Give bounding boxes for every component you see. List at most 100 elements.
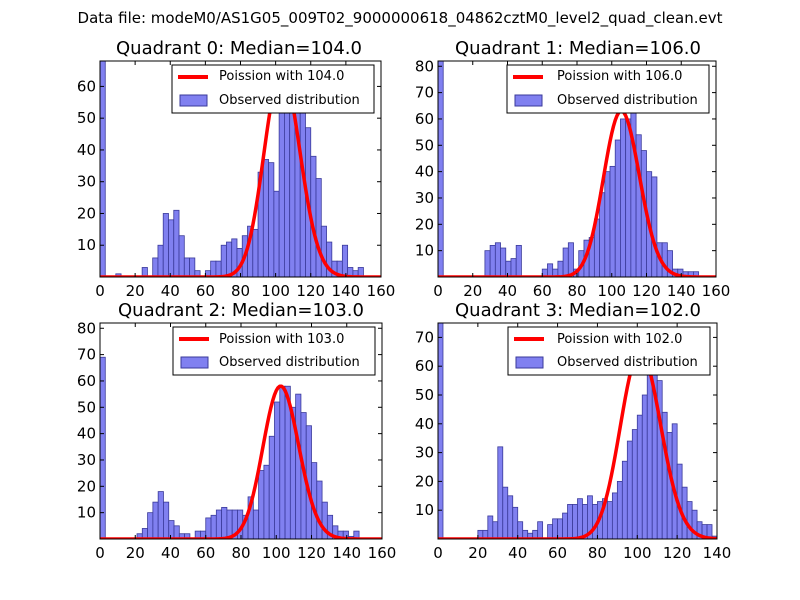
histogram-bar — [152, 501, 159, 539]
y-tick-label: 80 — [77, 319, 96, 337]
quadrant-3-plot-area — [438, 323, 717, 539]
histogram-bar — [631, 429, 638, 539]
x-tick-label: 0 — [433, 282, 443, 300]
histogram-bar — [157, 491, 164, 539]
x-tick-label: 40 — [161, 282, 180, 300]
x-tick-label: 20 — [468, 544, 487, 562]
axes-frame — [437, 322, 718, 540]
x-tick-label: 40 — [508, 544, 527, 562]
histogram-bar — [162, 213, 169, 277]
histogram-bar — [278, 108, 285, 277]
x-tick-label: 160 — [368, 544, 397, 562]
y-tick-label: 70 — [415, 328, 434, 346]
quadrant-2-title: Quadrant 2: Median=103.0 — [118, 300, 364, 321]
histogram-bar — [168, 520, 175, 539]
x-tick-label: 120 — [296, 282, 325, 300]
histogram-bar — [693, 271, 700, 277]
histogram-bar — [614, 139, 621, 277]
histogram-bar — [557, 518, 563, 539]
histogram-bar — [609, 165, 616, 277]
histogram-bar — [599, 192, 606, 277]
y-tick-label: 20 — [415, 215, 434, 233]
x-tick-label: 140 — [667, 282, 696, 300]
histogram-bar — [258, 470, 265, 539]
x-tick-label: 60 — [548, 544, 567, 562]
quadrant-1-legend-bars-label: Observed distribution — [557, 93, 698, 108]
histogram-bar — [100, 61, 106, 277]
histogram-bar — [484, 250, 491, 277]
histogram-bar — [686, 501, 693, 539]
legend — [171, 64, 375, 114]
histogram-bar — [577, 498, 583, 539]
histogram-bar — [620, 118, 627, 277]
histogram-bar — [341, 244, 349, 277]
y-tick-label: 30 — [415, 444, 434, 462]
y-tick-label: 30 — [77, 451, 96, 469]
histogram-bar — [147, 512, 154, 539]
histogram-bar — [157, 244, 164, 277]
legend-bar-swatch — [179, 94, 208, 107]
y-tick-label: 50 — [77, 398, 96, 416]
legend-bar-swatch — [180, 356, 209, 369]
histogram-bar — [625, 118, 632, 277]
y-tick-label: 40 — [77, 425, 96, 443]
quadrant-0-plot-area — [100, 61, 381, 277]
y-tick-label: 60 — [415, 357, 434, 375]
x-tick-label: 100 — [262, 544, 291, 562]
y-tick-label: 10 — [77, 504, 96, 522]
x-tick-label: 100 — [597, 282, 626, 300]
quadrant-1-legend-curve-label: Poission with 106.0 — [557, 69, 682, 84]
histogram-bar — [320, 225, 327, 277]
x-tick-label: 80 — [588, 544, 607, 562]
x-tick-label: 80 — [231, 282, 250, 300]
histogram-bar — [552, 518, 558, 539]
histogram-bar — [273, 190, 280, 277]
histogram-bar — [194, 270, 201, 277]
y-tick-label: 60 — [415, 110, 434, 128]
histogram-bar — [494, 242, 501, 277]
legend-bar-swatch — [514, 94, 543, 107]
histogram-bar — [210, 514, 217, 539]
histogram-bar — [616, 480, 623, 539]
histogram-bar — [163, 501, 170, 539]
y-tick-label: 60 — [77, 372, 96, 390]
histogram-bar — [262, 159, 269, 277]
quadrant-2-legend-curve-label: Poission with 103.0 — [219, 332, 344, 347]
y-tick-label: 20 — [77, 204, 96, 222]
histogram-bar — [621, 460, 628, 539]
histogram-bar — [505, 260, 512, 277]
histogram-bar — [507, 495, 514, 539]
x-tick-label: 100 — [261, 282, 290, 300]
histogram-bar — [641, 394, 648, 539]
histogram-bar — [651, 176, 658, 277]
x-tick-label: 20 — [126, 282, 145, 300]
histogram-bar — [100, 356, 106, 539]
x-tick-label: 40 — [498, 282, 517, 300]
histogram-bar — [636, 414, 643, 539]
legend-bar-swatch — [515, 356, 544, 369]
y-tick-label: 50 — [415, 386, 434, 404]
poisson-curve-line — [100, 384, 382, 539]
histogram-bar — [221, 506, 228, 539]
x-tick-label: 0 — [95, 282, 105, 300]
x-tick-label: 140 — [332, 544, 361, 562]
histogram-bar — [215, 260, 222, 277]
histogram-bar — [502, 486, 509, 539]
histogram-bar — [497, 446, 504, 539]
histogram-bar — [178, 235, 185, 277]
y-tick-label: 60 — [77, 77, 96, 95]
histogram-bar — [567, 242, 574, 277]
figure-title: Data file: modeM0/AS1G05_009T02_90000006… — [78, 9, 723, 28]
histogram-bar — [226, 241, 233, 277]
y-tick-label: 80 — [415, 57, 434, 75]
x-tick-label: 120 — [297, 544, 326, 562]
y-tick-label: 70 — [77, 346, 96, 364]
histogram-bar — [215, 509, 223, 539]
histogram-bar — [512, 506, 519, 539]
histogram-bar — [500, 247, 507, 277]
histogram-bar — [606, 501, 613, 539]
y-tick-label: 30 — [415, 189, 434, 207]
x-tick-label: 60 — [196, 282, 215, 300]
x-tick-label: 20 — [463, 282, 482, 300]
histogram-bar — [268, 435, 275, 539]
